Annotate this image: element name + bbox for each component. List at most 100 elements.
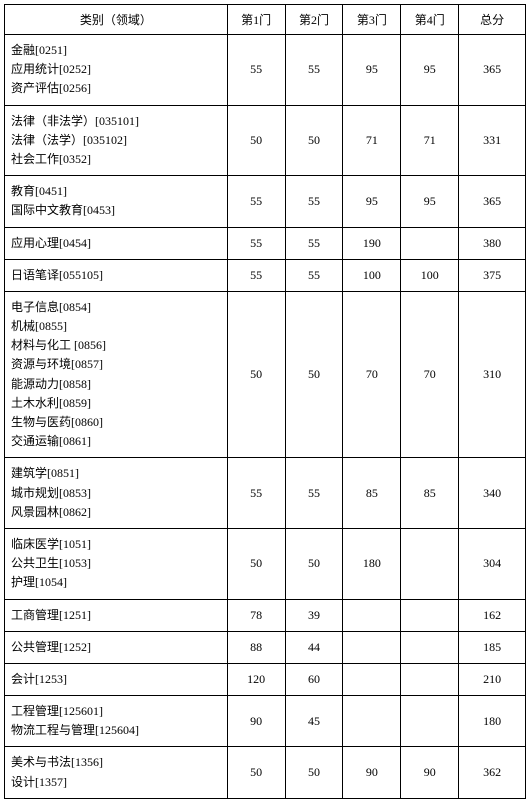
cell-s1: 55 <box>227 259 285 291</box>
cell-s1: 50 <box>227 291 285 458</box>
header-s3: 第3门 <box>343 5 401 35</box>
cell-s2: 39 <box>285 599 343 631</box>
table-row: 美术与书法[1356]设计[1357]50509090362 <box>5 747 526 798</box>
table-row: 建筑学[0851]城市规划[0853]风景园林[0862]55558585340 <box>5 458 526 529</box>
table-row: 工程管理[125601]物流工程与管理[125604]9045 180 <box>5 696 526 747</box>
cell-s4: 70 <box>401 291 459 458</box>
score-table: 类别（领域） 第1门 第2门 第3门 第4门 总分 金融[0251]应用统计[0… <box>4 4 526 799</box>
cell-s3: 70 <box>343 291 401 458</box>
cell-s2: 55 <box>285 176 343 227</box>
cell-total: 375 <box>459 259 526 291</box>
table-row: 法律（非法学）[035101]法律（法学）[035102]社会工作[0352]5… <box>5 105 526 176</box>
header-category: 类别（领域） <box>5 5 228 35</box>
cell-category: 公共管理[1252] <box>5 631 228 663</box>
cell-s1: 78 <box>227 599 285 631</box>
cell-s3: 95 <box>343 176 401 227</box>
header-s1: 第1门 <box>227 5 285 35</box>
cell-category: 法律（非法学）[035101]法律（法学）[035102]社会工作[0352] <box>5 105 228 176</box>
cell-s1: 88 <box>227 631 285 663</box>
cell-s4 <box>401 696 459 747</box>
cell-category: 电子信息[0854]机械[0855]材料与化工 [0856]资源与环境[0857… <box>5 291 228 458</box>
cell-total: 162 <box>459 599 526 631</box>
table-row: 工商管理[1251]7839 162 <box>5 599 526 631</box>
cell-s1: 50 <box>227 105 285 176</box>
cell-s4 <box>401 599 459 631</box>
table-row: 电子信息[0854]机械[0855]材料与化工 [0856]资源与环境[0857… <box>5 291 526 458</box>
cell-s3 <box>343 631 401 663</box>
cell-category: 建筑学[0851]城市规划[0853]风景园林[0862] <box>5 458 228 529</box>
table-row: 会计[1253]12060 210 <box>5 663 526 695</box>
cell-s2: 60 <box>285 663 343 695</box>
cell-s1: 55 <box>227 35 285 106</box>
cell-s4: 85 <box>401 458 459 529</box>
cell-s2: 55 <box>285 227 343 259</box>
cell-total: 340 <box>459 458 526 529</box>
cell-s1: 120 <box>227 663 285 695</box>
table-row: 临床医学[1051]公共卫生[1053]护理[1054]5050180304 <box>5 528 526 599</box>
cell-s4: 71 <box>401 105 459 176</box>
table-header-row: 类别（领域） 第1门 第2门 第3门 第4门 总分 <box>5 5 526 35</box>
header-s4: 第4门 <box>401 5 459 35</box>
cell-category: 教育[0451]国际中文教育[0453] <box>5 176 228 227</box>
cell-s3: 90 <box>343 747 401 798</box>
cell-s1: 50 <box>227 747 285 798</box>
cell-total: 180 <box>459 696 526 747</box>
cell-total: 185 <box>459 631 526 663</box>
cell-s3 <box>343 599 401 631</box>
cell-s4: 90 <box>401 747 459 798</box>
cell-s1: 90 <box>227 696 285 747</box>
cell-s4: 95 <box>401 35 459 106</box>
cell-s4 <box>401 227 459 259</box>
cell-s2: 50 <box>285 291 343 458</box>
cell-s4: 100 <box>401 259 459 291</box>
cell-s1: 55 <box>227 176 285 227</box>
header-s2: 第2门 <box>285 5 343 35</box>
cell-s2: 55 <box>285 259 343 291</box>
cell-total: 362 <box>459 747 526 798</box>
cell-s2: 45 <box>285 696 343 747</box>
cell-s2: 55 <box>285 35 343 106</box>
cell-s3 <box>343 663 401 695</box>
table-row: 应用心理[0454]5555190380 <box>5 227 526 259</box>
cell-s2: 44 <box>285 631 343 663</box>
cell-category: 应用心理[0454] <box>5 227 228 259</box>
header-total: 总分 <box>459 5 526 35</box>
cell-s4 <box>401 528 459 599</box>
cell-s2: 55 <box>285 458 343 529</box>
table-row: 金融[0251]应用统计[0252]资产评估[0256]55559595365 <box>5 35 526 106</box>
table-row: 教育[0451]国际中文教育[0453]55559595365 <box>5 176 526 227</box>
cell-s2: 50 <box>285 105 343 176</box>
cell-total: 365 <box>459 35 526 106</box>
table-row: 日语笔译[055105]5555100100375 <box>5 259 526 291</box>
cell-s3: 71 <box>343 105 401 176</box>
cell-s4: 95 <box>401 176 459 227</box>
cell-s2: 50 <box>285 747 343 798</box>
cell-total: 380 <box>459 227 526 259</box>
cell-category: 金融[0251]应用统计[0252]资产评估[0256] <box>5 35 228 106</box>
cell-s1: 50 <box>227 528 285 599</box>
cell-s2: 50 <box>285 528 343 599</box>
cell-s1: 55 <box>227 458 285 529</box>
cell-s3: 100 <box>343 259 401 291</box>
cell-category: 日语笔译[055105] <box>5 259 228 291</box>
cell-s3: 190 <box>343 227 401 259</box>
cell-s3 <box>343 696 401 747</box>
cell-category: 工商管理[1251] <box>5 599 228 631</box>
table-row: 公共管理[1252]8844 185 <box>5 631 526 663</box>
cell-total: 310 <box>459 291 526 458</box>
cell-total: 331 <box>459 105 526 176</box>
cell-category: 工程管理[125601]物流工程与管理[125604] <box>5 696 228 747</box>
cell-s3: 85 <box>343 458 401 529</box>
cell-s1: 55 <box>227 227 285 259</box>
table-body: 金融[0251]应用统计[0252]资产评估[0256]55559595365法… <box>5 35 526 799</box>
cell-category: 美术与书法[1356]设计[1357] <box>5 747 228 798</box>
cell-total: 210 <box>459 663 526 695</box>
cell-category: 会计[1253] <box>5 663 228 695</box>
cell-s4 <box>401 663 459 695</box>
cell-category: 临床医学[1051]公共卫生[1053]护理[1054] <box>5 528 228 599</box>
cell-s3: 95 <box>343 35 401 106</box>
cell-s3: 180 <box>343 528 401 599</box>
cell-total: 365 <box>459 176 526 227</box>
cell-total: 304 <box>459 528 526 599</box>
cell-s4 <box>401 631 459 663</box>
